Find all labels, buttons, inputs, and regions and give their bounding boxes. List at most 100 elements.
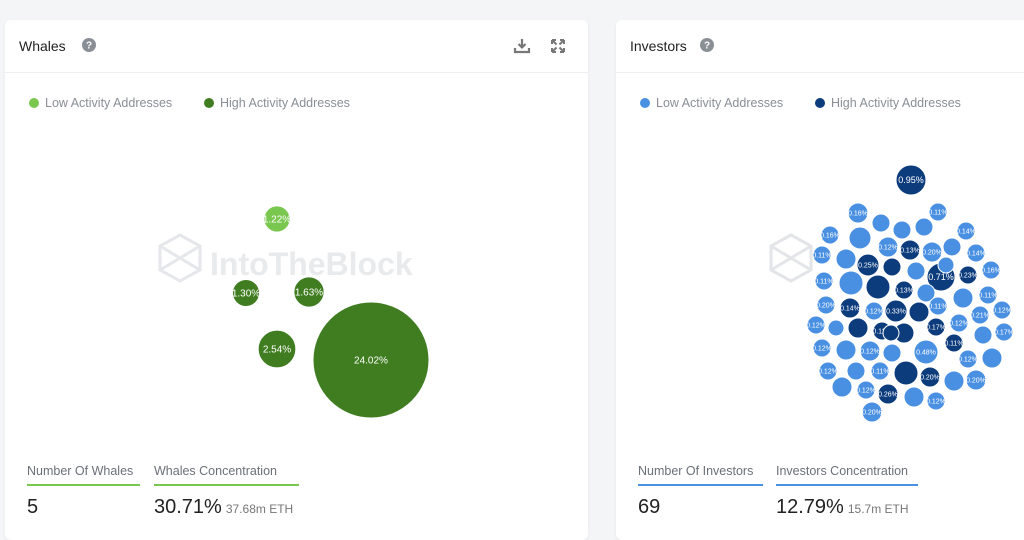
bubble[interactable]: 0.16%	[820, 225, 840, 245]
bubble[interactable]: 0.23%	[958, 265, 978, 285]
bubble-circle[interactable]	[943, 370, 965, 392]
bubble-circle[interactable]	[994, 322, 1014, 342]
bubble[interactable]: 0.11%	[928, 296, 948, 316]
bubble[interactable]: 0.12%	[856, 380, 876, 400]
bubble[interactable]: 0.12%	[992, 300, 1012, 320]
bubble-circle[interactable]	[312, 301, 430, 419]
bubble-circle[interactable]	[848, 226, 872, 250]
bubble-circle[interactable]	[956, 221, 976, 241]
bubble[interactable]	[942, 237, 962, 257]
bubble-circle[interactable]	[877, 383, 899, 405]
bubble-circle[interactable]	[919, 366, 941, 388]
bubble[interactable]: 0.16%	[847, 202, 869, 224]
bubble[interactable]: 0.12%	[806, 315, 826, 335]
bubble[interactable]: 2.54%	[257, 329, 297, 369]
bubble[interactable]: 0.13%	[899, 239, 921, 261]
bubble[interactable]	[937, 256, 955, 274]
bubble[interactable]: 0.11%	[978, 285, 998, 305]
bubble[interactable]: 0.12%	[812, 338, 832, 358]
bubble[interactable]: 0.95%	[895, 164, 927, 196]
bubble-circle[interactable]	[816, 295, 836, 315]
bubble[interactable]: 0.14%	[956, 221, 976, 241]
bubble-circle[interactable]	[865, 274, 891, 300]
bubble-circle[interactable]	[864, 301, 884, 321]
bubble-circle[interactable]	[806, 315, 826, 335]
bubble-circle[interactable]	[877, 236, 899, 258]
bubble-circle[interactable]	[818, 361, 838, 381]
bubble[interactable]: 0.26%	[877, 383, 899, 405]
bubble-circle[interactable]	[949, 313, 969, 333]
bubble-circle[interactable]	[812, 338, 832, 358]
bubble[interactable]	[882, 343, 902, 363]
legend-low-activity[interactable]: Low Activity Addresses	[640, 96, 783, 110]
bubble-circle[interactable]	[937, 256, 955, 274]
bubble-circle[interactable]	[814, 271, 834, 291]
bubble-circle[interactable]	[882, 343, 902, 363]
bubble-circle[interactable]	[838, 270, 864, 296]
bubble[interactable]	[914, 217, 934, 237]
bubble-circle[interactable]	[884, 299, 908, 323]
bubble[interactable]	[882, 324, 900, 342]
bubble[interactable]: 0.20%	[921, 241, 943, 263]
bubble[interactable]	[943, 370, 965, 392]
bubble-circle[interactable]	[903, 386, 925, 408]
expand-icon[interactable]	[549, 37, 567, 55]
bubble[interactable]: 0.12%	[958, 349, 978, 369]
bubble-circle[interactable]	[992, 300, 1012, 320]
bubble-circle[interactable]	[882, 257, 902, 277]
bubble-circle[interactable]	[847, 317, 869, 339]
bubble-circle[interactable]	[921, 241, 943, 263]
bubble[interactable]: 0.12%	[877, 236, 899, 258]
bubble[interactable]	[893, 360, 919, 386]
bubble[interactable]	[906, 261, 926, 281]
bubble-circle[interactable]	[908, 301, 930, 323]
bubble[interactable]	[835, 248, 857, 270]
download-icon[interactable]	[513, 37, 531, 55]
bubble-circle[interactable]	[871, 213, 891, 233]
bubble[interactable]: 0.33%	[884, 299, 908, 323]
bubble-circle[interactable]	[981, 347, 1003, 369]
bubble-circle[interactable]	[916, 283, 936, 303]
bubble-circle[interactable]	[944, 333, 964, 353]
bubble[interactable]: 0.11%	[814, 271, 834, 291]
bubble[interactable]	[848, 226, 872, 250]
bubble-circle[interactable]	[965, 369, 987, 391]
bubble[interactable]: 1.22%	[263, 205, 291, 233]
bubble[interactable]	[831, 376, 853, 398]
bubble-circle[interactable]	[846, 361, 866, 381]
bubble-circle[interactable]	[839, 297, 861, 319]
bubble[interactable]	[882, 257, 902, 277]
bubble-circle[interactable]	[831, 376, 853, 398]
bubble[interactable]: 0.12%	[864, 301, 884, 321]
bubble[interactable]: 0.21%	[970, 305, 990, 325]
bubble-circle[interactable]	[899, 239, 921, 261]
bubble-circle[interactable]	[926, 391, 946, 411]
bubble-circle[interactable]	[870, 361, 890, 381]
bubble-circle[interactable]	[978, 285, 998, 305]
bubble-circle[interactable]	[914, 217, 934, 237]
bubble-circle[interactable]	[859, 340, 881, 362]
bubble[interactable]	[846, 361, 866, 381]
bubble-circle[interactable]	[835, 339, 857, 361]
bubble[interactable]: 0.14%	[966, 243, 986, 263]
bubble[interactable]	[847, 317, 869, 339]
bubble-circle[interactable]	[913, 339, 939, 365]
bubble[interactable]: 1.63%	[293, 276, 325, 308]
bubble[interactable]	[865, 274, 891, 300]
bubble[interactable]	[827, 319, 845, 337]
bubble[interactable]	[903, 386, 925, 408]
bubble-circle[interactable]	[263, 205, 291, 233]
bubble-circle[interactable]	[981, 260, 1001, 280]
bubble-circle[interactable]	[958, 265, 978, 285]
bubble[interactable]: 0.25%	[856, 253, 880, 277]
help-icon[interactable]: ?	[700, 38, 714, 52]
bubble-circle[interactable]	[906, 261, 926, 281]
bubble-circle[interactable]	[835, 248, 857, 270]
bubble[interactable]: 0.12%	[926, 391, 946, 411]
bubble-circle[interactable]	[926, 317, 946, 337]
bubble[interactable]	[835, 339, 857, 361]
legend-low-activity[interactable]: Low Activity Addresses	[29, 96, 172, 110]
bubble[interactable]	[892, 220, 912, 240]
legend-high-activity[interactable]: High Activity Addresses	[815, 96, 961, 110]
bubble-circle[interactable]	[232, 279, 260, 307]
